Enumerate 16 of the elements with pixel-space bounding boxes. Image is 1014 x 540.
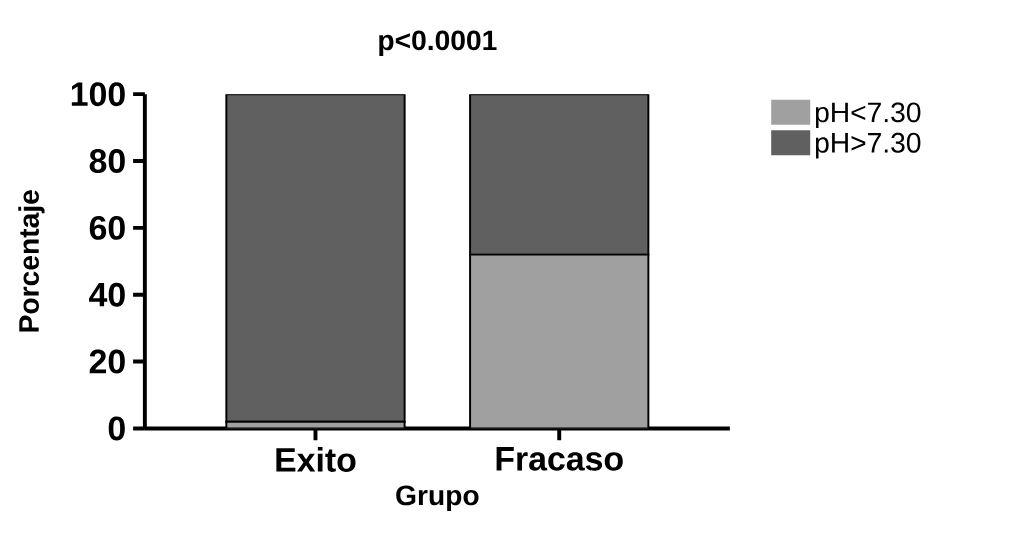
y-tick-label: 40 xyxy=(89,282,125,307)
y-tick-label: 60 xyxy=(89,215,125,240)
chart-title: p<0.0001 xyxy=(379,30,497,56)
legend-label: pH<7.30 xyxy=(815,102,921,128)
legend-label: pH>7.30 xyxy=(815,132,921,159)
y-tick-label: 20 xyxy=(89,349,125,374)
bar xyxy=(469,253,650,429)
y-tick-label: 0 xyxy=(108,416,125,441)
y-tick-label: 100 xyxy=(71,82,125,107)
x-axis-title: Grupo xyxy=(396,485,479,512)
y-tick-label: 80 xyxy=(89,149,125,174)
x-tick-label: Exito xyxy=(276,447,356,473)
bar xyxy=(225,94,406,423)
bar xyxy=(469,94,650,256)
x-tick-label: Fracaso xyxy=(496,447,623,471)
y-axis-title: Porcentaje xyxy=(18,190,45,332)
